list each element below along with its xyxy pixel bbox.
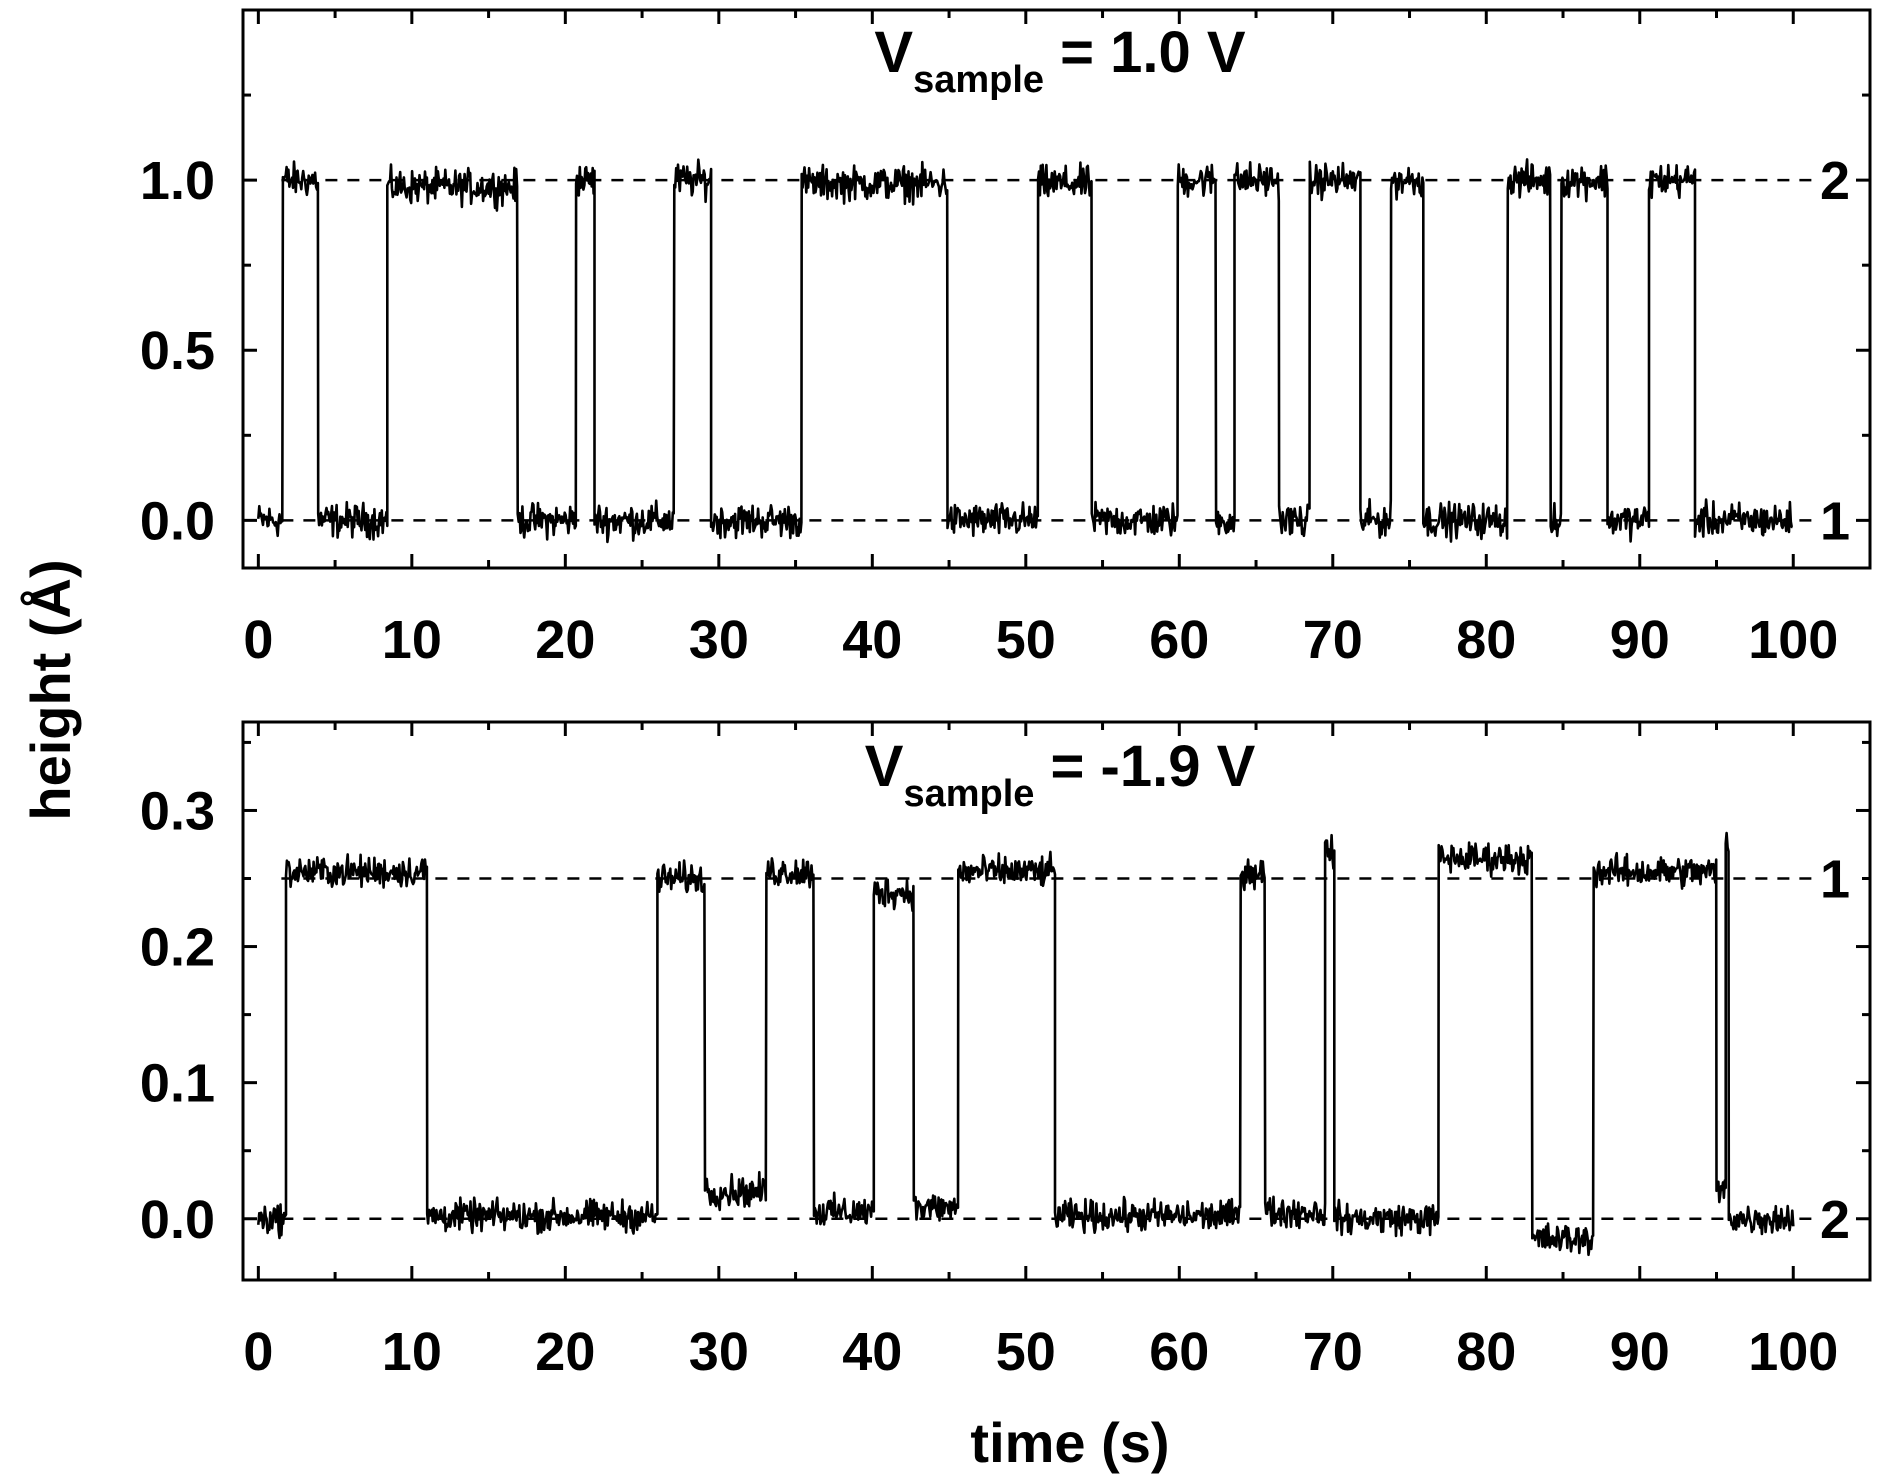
top-x-tick-label: 40 [842,610,902,670]
bottom-x-tick-label: 90 [1610,1322,1670,1382]
top-x-tick-label: 10 [382,610,442,670]
bottom-level-label: 2 [1820,1190,1850,1250]
bottom-y-tick-label: 0.1 [140,1054,215,1114]
bottom-level-label: 1 [1820,850,1850,910]
top-panel: 0 10 20 30 40 50 60 70 80 90 100 0.0 0.5 1.0 1 2 [140,8,1872,670]
top-level-label: 2 [1820,151,1850,211]
top-y-tick-label: 0.0 [140,491,215,551]
top-x-tick-label: 30 [689,610,749,670]
top-x-tick-label: 100 [1748,610,1838,670]
top-x-tick-label: 0 [243,610,273,670]
top-x-tick-label: 20 [535,610,595,670]
bottom-x-tick-label: 80 [1456,1322,1516,1382]
bottom-x-tick-label: 50 [996,1322,1056,1382]
bottom-x-tick-label: 20 [535,1322,595,1382]
top-x-tick-label: 60 [1149,610,1209,670]
top-x-tick-label: 70 [1303,610,1363,670]
top-x-tick-label: 80 [1456,610,1516,670]
bottom-x-tick-label: 10 [382,1322,442,1382]
bottom-x-tick-label: 0 [243,1322,273,1382]
bottom-y-tick-label: 0.2 [140,918,215,978]
y-axis-title: height (Å) [19,559,82,820]
bottom-x-tick-label: 30 [689,1322,749,1382]
top-x-tick-label: 90 [1610,610,1670,670]
bottom-y-tick-label: 0.0 [140,1190,215,1250]
bottom-y-tick-label: 0.3 [140,781,215,841]
top-plot-frame [241,8,1872,570]
bottom-x-tick-label: 60 [1149,1322,1209,1382]
bottom-panel-title: Vsample = -1.9 V [865,734,1256,815]
bottom-plot-frame [241,720,1872,1282]
x-axis-title: time (s) [970,1411,1169,1474]
top-y-tick-label: 0.5 [140,321,215,381]
top-level-label: 1 [1820,491,1850,551]
top-y-tick-label: 1.0 [140,151,215,211]
bottom-x-tick-label: 40 [842,1322,902,1382]
bottom-x-tick-label: 100 [1748,1322,1838,1382]
bottom-panel: 0 10 20 30 40 50 60 70 80 90 100 0.0 0.1 0.2 0.3 1 2 [140,720,1872,1382]
top-height-trace [257,158,1794,544]
bottom-height-trace [257,831,1795,1257]
top-x-tick-label: 50 [996,610,1056,670]
top-panel-title: Vsample = 1.0 V [874,20,1245,101]
bottom-x-tick-label: 70 [1303,1322,1363,1382]
